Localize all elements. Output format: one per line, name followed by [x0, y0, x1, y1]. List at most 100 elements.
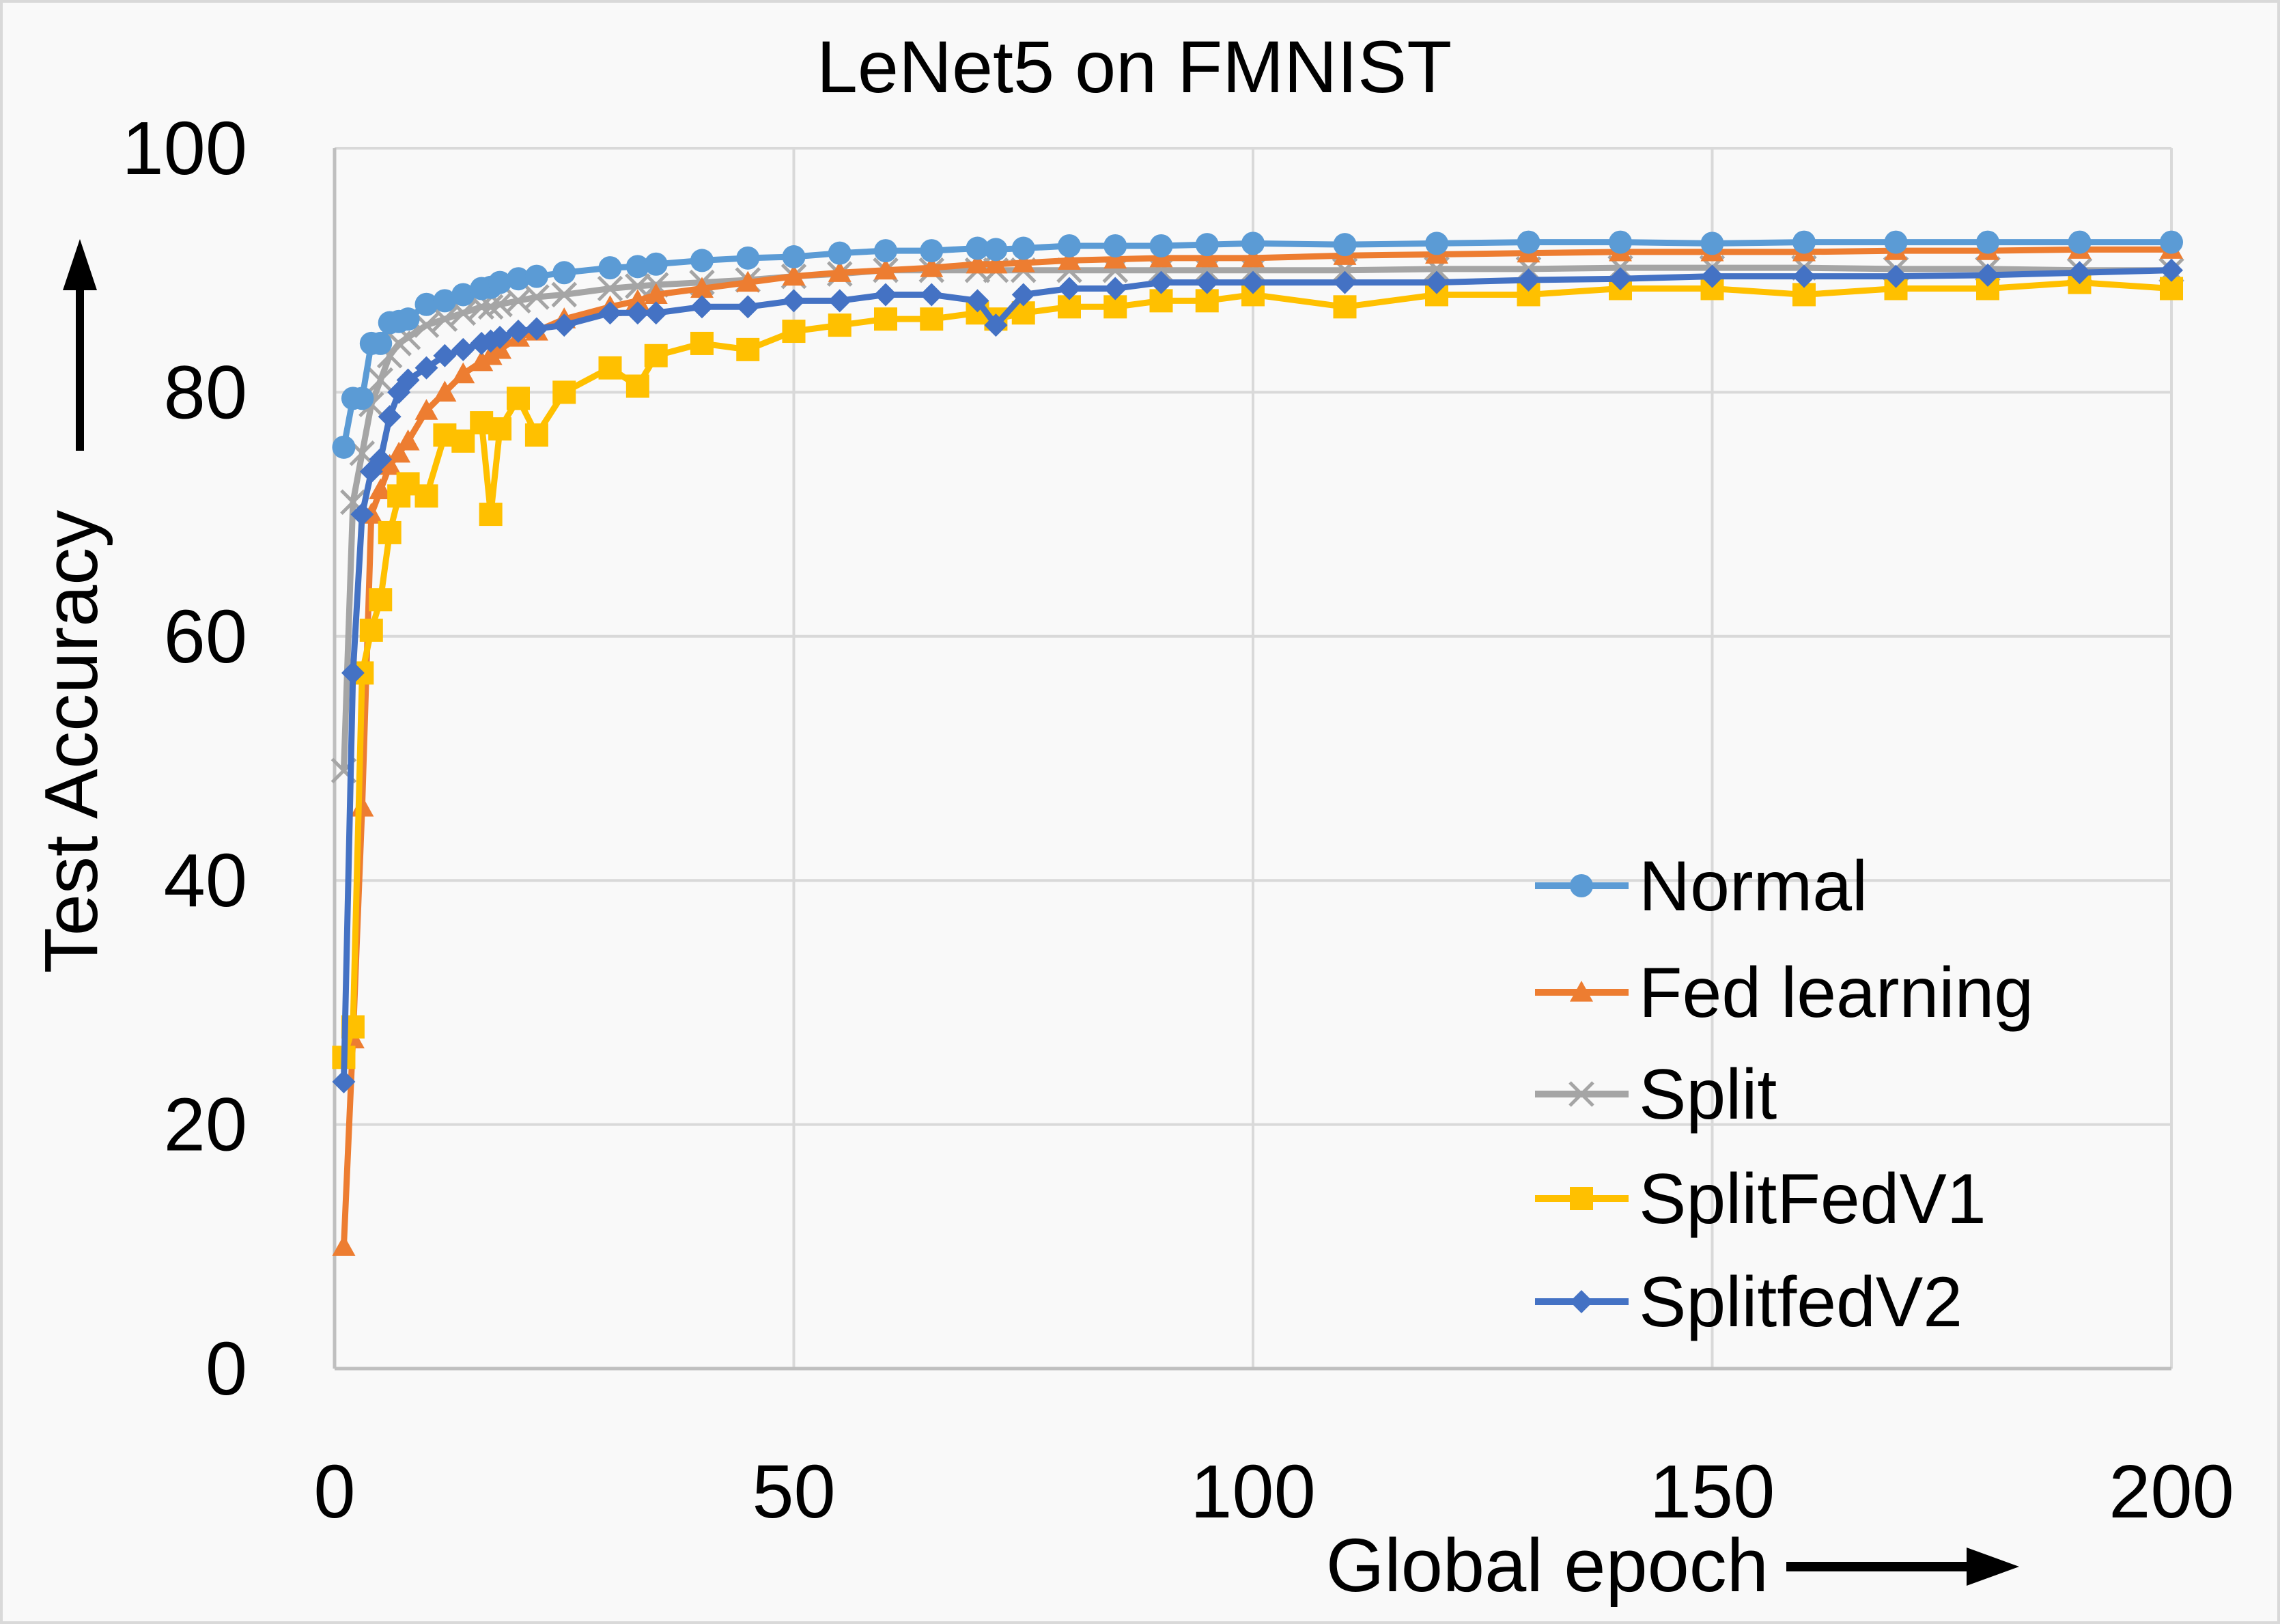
data-point [552, 261, 576, 285]
data-point [524, 423, 548, 447]
data-point [2160, 230, 2183, 254]
data-point [1792, 264, 1816, 288]
data-point [369, 447, 393, 471]
y-axis-label: Test Accuracy [29, 510, 113, 974]
data-point [1425, 270, 1448, 294]
y-tick-label: 40 [164, 839, 247, 923]
data-point [1976, 263, 1999, 287]
y-tick-label: 20 [164, 1083, 247, 1167]
data-point [1103, 277, 1127, 300]
legend-item: Split [1535, 1055, 1777, 1134]
data-point [1884, 230, 1908, 254]
data-point [2068, 230, 2092, 254]
data-point [1425, 232, 1448, 255]
data-point [690, 277, 714, 298]
data-point [920, 307, 944, 331]
data-point [396, 368, 420, 392]
data-point [1058, 234, 1081, 257]
legend-label: Split [1639, 1055, 1777, 1134]
data-point [1149, 234, 1173, 257]
legend-label: SplitfedV2 [1639, 1263, 1962, 1342]
data-point [1700, 264, 1724, 288]
data-point [396, 307, 420, 331]
data-point [598, 256, 622, 280]
y-axis-arrow-icon [63, 239, 97, 451]
data-point [625, 301, 649, 325]
data-point [387, 441, 411, 463]
data-point [782, 289, 806, 313]
data-point [874, 239, 897, 263]
data-point [414, 356, 438, 380]
data-point [874, 258, 897, 280]
data-point [414, 484, 438, 508]
data-point [1333, 270, 1357, 294]
data-point [782, 245, 806, 269]
x-tick-labels: 0 50 100 150 200 [313, 1450, 2234, 1534]
data-point [1011, 283, 1035, 307]
data-point [644, 301, 668, 325]
data-point [396, 429, 420, 451]
data-point [625, 374, 649, 398]
data-point [433, 344, 457, 367]
data-point [524, 284, 550, 310]
data-point [736, 337, 760, 361]
data-point [1011, 236, 1035, 260]
data-point [507, 320, 530, 344]
legend-marker-square-icon [1570, 1187, 1593, 1210]
data-point [1103, 234, 1127, 257]
data-point [332, 1235, 356, 1256]
data-point [966, 236, 989, 260]
data-point [378, 453, 402, 475]
data-point [644, 344, 668, 367]
data-point [2160, 258, 2183, 282]
data-point [1609, 230, 1632, 254]
data-point [1884, 264, 1908, 288]
legend-label: SplitFedV1 [1639, 1160, 1986, 1239]
data-point [644, 252, 668, 276]
data-point [451, 283, 475, 307]
data-point [1333, 233, 1357, 257]
data-point [414, 292, 438, 316]
data-point [378, 520, 402, 544]
data-point [1011, 251, 1035, 272]
data-point [625, 289, 649, 310]
data-point [920, 239, 944, 263]
data-point [966, 289, 989, 313]
data-point [551, 281, 578, 308]
data-point [524, 317, 548, 341]
data-point [1058, 277, 1081, 300]
data-point [874, 307, 897, 331]
data-point [2068, 261, 2092, 285]
data-point [507, 267, 530, 291]
legend-marker-diamond-icon [1570, 1290, 1593, 1313]
data-point [1195, 270, 1219, 294]
data-point [433, 380, 457, 402]
y-tick-labels: 0 20 40 60 80 100 [122, 107, 247, 1411]
x-tick-label: 200 [2109, 1450, 2234, 1534]
data-point [367, 367, 394, 393]
data-point [828, 261, 852, 282]
data-point [690, 249, 714, 272]
data-point [598, 301, 622, 325]
data-point [828, 313, 852, 337]
data-point [341, 661, 365, 685]
series-splitfedv1 [332, 270, 2183, 1069]
legend-item: SplitFedV1 [1535, 1160, 1986, 1239]
data-point [369, 588, 393, 612]
legend-item: Fed learning [1535, 953, 2033, 1033]
x-tick-label: 50 [752, 1450, 835, 1534]
y-tick-label: 100 [122, 107, 247, 191]
data-point [332, 435, 356, 459]
data-point [350, 387, 374, 410]
data-point [984, 313, 1008, 337]
y-tick-label: 80 [164, 350, 247, 434]
data-point [1241, 232, 1265, 255]
data-point [1149, 270, 1173, 294]
data-point [507, 387, 530, 410]
data-point [1976, 230, 1999, 254]
series-splitfedv2 [332, 258, 2183, 1094]
data-point [524, 264, 548, 288]
data-point [488, 417, 512, 441]
data-point [350, 503, 374, 527]
